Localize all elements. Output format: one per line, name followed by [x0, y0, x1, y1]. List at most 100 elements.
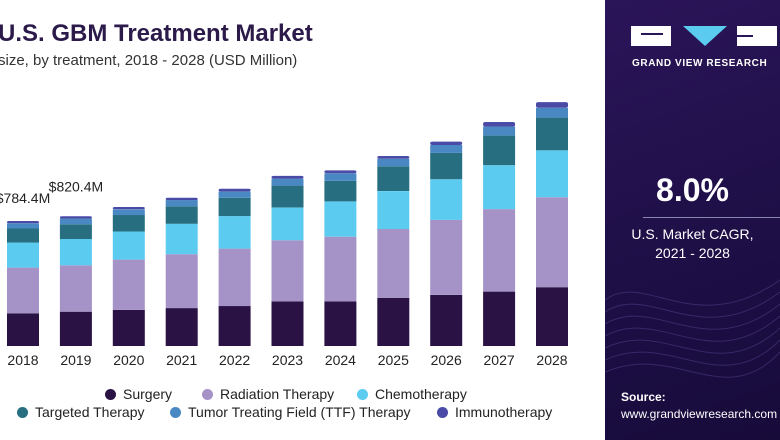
bar-segment-targeted-therapy-2028 [536, 117, 568, 151]
chart-panel: U.S. GBM Treatment Market size, by treat… [0, 20, 605, 440]
bar-segment-chemotherapy-2023 [271, 207, 304, 241]
chart-legend: Surgery Radiation Therapy Chemotherapy Targ… [0, 384, 605, 440]
bar-segment-immunotherapy-2028 [536, 102, 568, 108]
bar-segment-targeted-therapy-2022 [218, 197, 251, 217]
bar-segment-surgery-2023 [271, 301, 304, 346]
bar-segment-targeted-therapy-2027 [483, 135, 516, 166]
bar-segment-surgery-2026 [430, 295, 463, 346]
bar-segment-targeted-therapy-2023 [271, 185, 304, 208]
bar-segment-radiation-therapy-2022 [218, 248, 251, 307]
bar-segment-surgery-2021 [165, 308, 198, 346]
bar-segment-tumor-treating-field-ttf-therapy-2024 [324, 173, 357, 181]
bar-segment-surgery-2027 [483, 291, 516, 346]
bar-segment-immunotherapy-2027 [483, 122, 516, 127]
bar-segment-chemotherapy-2018 [7, 242, 39, 268]
stacked-bar-chart: 2018 2019 2020 2021 2022 2023 2024 2025 2026 2027… [0, 102, 568, 368]
legend-label: Immunotherapy [455, 404, 553, 420]
bar-segment-chemotherapy-2025 [377, 191, 410, 229]
source-label: Source: [621, 390, 666, 404]
bar-segment-chemotherapy-2019 [59, 239, 92, 266]
data-label: $784.4M [0, 190, 50, 206]
legend-item: Targeted Therapy [17, 404, 144, 420]
bar-segment-radiation-therapy-2024 [324, 236, 357, 302]
bar-segment-immunotherapy-2021 [165, 197, 198, 201]
bar-segment-tumor-treating-field-ttf-therapy-2028 [536, 107, 568, 118]
legend-label: Chemotherapy [375, 386, 467, 402]
bar-segment-surgery-2019 [59, 311, 92, 346]
bar-segment-targeted-therapy-2019 [59, 224, 92, 239]
x-tick-label: 2025 [378, 352, 409, 368]
x-tick-label: 2022 [219, 352, 250, 368]
bar-stack-2023 [271, 175, 304, 346]
decorative-wave-lines [605, 279, 780, 378]
sidebar: GRAND VIEW RESEARCH 8.0% U.S. Market CAG… [605, 0, 780, 440]
bar-segment-radiation-therapy-2025 [377, 229, 410, 298]
x-tick-label: 2027 [484, 352, 515, 368]
bar-segment-chemotherapy-2027 [483, 165, 516, 210]
x-tick-label: 2019 [60, 352, 91, 368]
bar-segment-immunotherapy-2024 [324, 170, 357, 174]
bar-segment-chemotherapy-2021 [165, 223, 198, 255]
legend-swatch [357, 388, 368, 400]
bar-stack-2020 [112, 207, 145, 346]
data-label: $820.4M [49, 178, 103, 194]
bar-segment-surgery-2025 [377, 297, 410, 346]
legend-label: Tumor Treating Field (TTF) Therapy [188, 404, 411, 420]
chart-title: U.S. GBM Treatment Market [0, 20, 313, 47]
legend-label: Targeted Therapy [35, 404, 145, 420]
x-tick-label: 2026 [431, 352, 462, 368]
bar-segment-radiation-therapy-2021 [165, 254, 198, 309]
bar-segment-radiation-therapy-2028 [536, 197, 568, 288]
cagr-label-line2: 2021 - 2028 [655, 245, 730, 261]
grand-view-research-logo [631, 26, 777, 46]
bar-segment-surgery-2022 [218, 306, 251, 346]
bar-segment-radiation-therapy-2027 [483, 209, 516, 292]
bar-segment-tumor-treating-field-ttf-therapy-2023 [271, 178, 304, 186]
bar-segment-radiation-therapy-2018 [7, 267, 39, 314]
bar-segment-surgery-2024 [324, 301, 357, 346]
legend-swatch [170, 406, 181, 418]
bar-segment-radiation-therapy-2019 [59, 265, 92, 312]
bar-segment-targeted-therapy-2018 [7, 228, 39, 243]
bar-segment-tumor-treating-field-ttf-therapy-2021 [165, 200, 198, 207]
cagr-label-line1: U.S. Market CAGR, [631, 226, 754, 242]
bar-segment-chemotherapy-2026 [430, 179, 463, 220]
legend-swatch [437, 406, 448, 418]
bar-segment-surgery-2020 [112, 309, 145, 346]
bar-stack-2026 [430, 141, 463, 346]
bar-segment-targeted-therapy-2025 [377, 166, 410, 191]
bar-stack-2024 [324, 170, 357, 346]
divider [643, 217, 780, 218]
bar-segment-tumor-treating-field-ttf-therapy-2020 [112, 209, 145, 216]
bar-stack-2022 [218, 188, 251, 346]
bar-segment-immunotherapy-2019 [59, 216, 92, 219]
bar-stack-2019 [59, 216, 92, 346]
bar-segment-targeted-therapy-2024 [324, 180, 357, 202]
bar-segment-chemotherapy-2024 [324, 201, 357, 237]
x-tick-label: 2021 [166, 352, 197, 368]
legend-swatch [17, 406, 28, 418]
bar-segment-tumor-treating-field-ttf-therapy-2022 [218, 191, 251, 198]
bar-segment-chemotherapy-2020 [112, 231, 145, 260]
legend-swatch [202, 388, 213, 400]
legend-item: Surgery [105, 386, 172, 402]
bar-segment-tumor-treating-field-ttf-therapy-2018 [7, 223, 39, 229]
bar-stack-2018 [7, 221, 39, 346]
x-tick-label: 2018 [7, 352, 38, 368]
bar-segment-surgery-2028 [536, 287, 568, 346]
cagr-label: U.S. Market CAGR, 2021 - 2028 [605, 225, 780, 263]
bar-segment-radiation-therapy-2023 [271, 240, 304, 302]
bar-segment-targeted-therapy-2020 [112, 215, 145, 232]
x-tick-label: 2020 [113, 352, 144, 368]
brand-name: GRAND VIEW RESEARCH [632, 58, 768, 69]
x-tick-label: 2028 [536, 352, 567, 368]
bar-segment-tumor-treating-field-ttf-therapy-2019 [59, 218, 92, 225]
bar-stack-2028 [536, 102, 568, 346]
bar-segment-immunotherapy-2026 [430, 141, 463, 145]
source-url[interactable]: www.grandviewresearch.com [621, 407, 778, 421]
legend-label: Surgery [123, 386, 173, 402]
bar-segment-surgery-2018 [7, 313, 39, 346]
legend-item: Chemotherapy [357, 386, 467, 402]
bar-segment-immunotherapy-2022 [218, 188, 251, 192]
bar-segment-immunotherapy-2023 [271, 175, 304, 179]
